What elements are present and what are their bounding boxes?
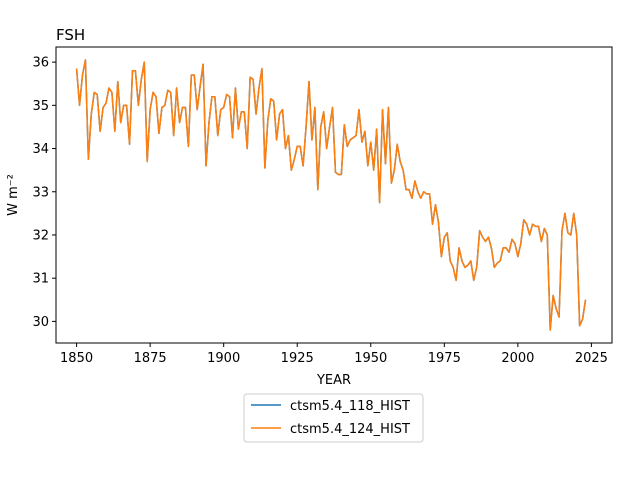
y-tick-label: 35	[32, 99, 49, 114]
y-tick-label: 32	[32, 228, 49, 243]
series-line-2	[75, 59, 587, 331]
y-tick-label: 36	[32, 56, 49, 71]
x-tick-label: 1875	[134, 351, 167, 366]
legend: ctsm5.4_118_HIST ctsm5.4_124_HIST	[243, 393, 424, 443]
legend-label-series-2: ctsm5.4_124_HIST	[290, 422, 410, 437]
series-layer	[75, 59, 587, 331]
legend-label-series-1: ctsm5.4_118_HIST	[290, 399, 410, 414]
y-tick-label: 31	[32, 272, 49, 287]
x-axis: 1850 1875 1900 1925 1950 1975 2000 2025	[60, 343, 608, 366]
x-tick-label: 2000	[501, 351, 534, 366]
x-tick-label: 1950	[354, 351, 387, 366]
y-tick-label: 34	[32, 142, 49, 157]
x-axis-label: YEAR	[316, 373, 351, 388]
plot-frame	[55, 46, 613, 344]
legend-frame	[243, 393, 424, 443]
x-tick-label: 2025	[575, 351, 608, 366]
x-tick-label: 1850	[60, 351, 93, 366]
y-axis-label: W m⁻²	[6, 174, 21, 216]
x-tick-label: 1975	[428, 351, 461, 366]
chart-title: FSH	[56, 26, 85, 44]
x-tick-label: 1900	[207, 351, 240, 366]
y-axis: 30 31 32 33 34 35 36	[32, 56, 56, 330]
y-tick-label: 30	[32, 315, 49, 330]
x-tick-label: 1925	[281, 351, 314, 366]
y-tick-label: 33	[32, 185, 49, 200]
